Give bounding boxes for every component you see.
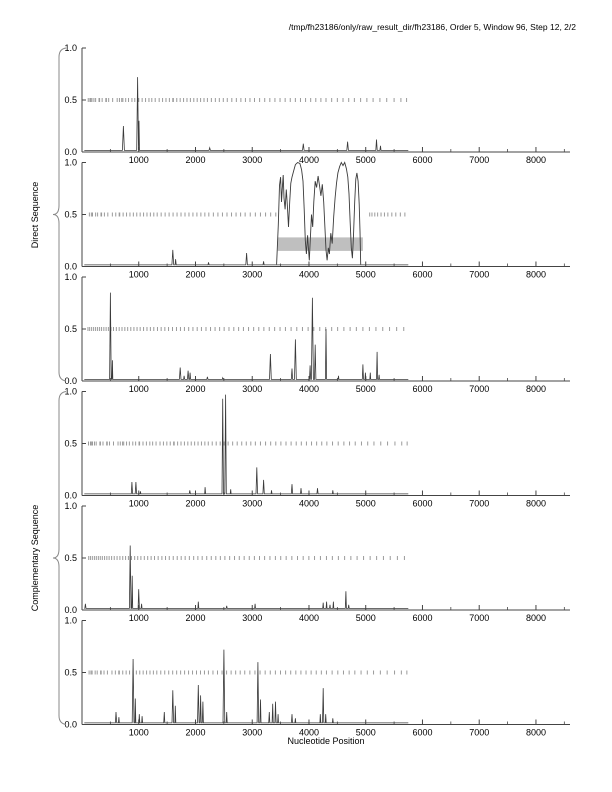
- x-tick-label: 6000: [412, 613, 432, 623]
- x-tick-label: 5000: [356, 270, 376, 280]
- x-tick-label: 2000: [185, 499, 205, 509]
- panel-direct-2: 0.0 0.5 1.0 1000 2000 3000 4000 5000 6000 7000 800…: [64, 158, 570, 280]
- x-tick-label: 6000: [412, 155, 432, 165]
- signal-spikes: [84, 545, 409, 609]
- panel-complementary-1: 0.0 0.5 1.0 1000 2000 3000 4000 5000 6000 7000 800…: [64, 387, 570, 509]
- x-tick-label: 8000: [526, 613, 546, 623]
- x-tick-label: 5000: [356, 728, 376, 738]
- group-label-direct-sequence: Direct Sequence: [30, 181, 40, 248]
- y-tick-label: 1.0: [64, 387, 77, 397]
- direct-sequence-brace: [52, 47, 67, 382]
- panel-direct-1: 0.0 0.5 1.0 1000 2000 3000 4000 5000 6000 7000 800…: [64, 43, 570, 165]
- x-tick-label: 5000: [356, 155, 376, 165]
- complementary-sequence-brace: [52, 391, 67, 725]
- group-label-complementary-sequence: Complementary Sequence: [30, 504, 40, 612]
- highlight-band: [277, 237, 363, 251]
- x-tick-label: 6000: [412, 270, 432, 280]
- midline-marks: [88, 670, 408, 675]
- y-tick-label: 1.0: [64, 158, 77, 168]
- midline-marks: [88, 441, 408, 446]
- x-tick-label: 7000: [469, 613, 489, 623]
- y-tick-label: 0.0: [64, 147, 77, 157]
- x-tick-label: 2000: [185, 613, 205, 623]
- x-tick-label: 3000: [242, 155, 262, 165]
- x-tick-label: 6000: [412, 728, 432, 738]
- x-tick-label: 8000: [526, 499, 546, 509]
- panel-direct-3: 0.0 0.5 1.0 1000 2000 3000 4000 5000 6000 7000 800…: [64, 272, 570, 394]
- signal-curve: [276, 161, 362, 265]
- x-tick-label: 2000: [185, 155, 205, 165]
- signal-spikes: [84, 649, 409, 724]
- page-title: /tmp/fh23186/only/raw_result_dir/fh23186…: [288, 22, 576, 32]
- y-tick-label: 0.0: [64, 376, 77, 386]
- y-tick-label: 0.5: [64, 668, 77, 678]
- panel-complementary-3: 0.0 0.5 1.0 1000 2000 3000 4000 5000 6000 7000 800…: [64, 616, 570, 738]
- signal-spikes: [84, 292, 409, 380]
- x-tick-label: 1000: [129, 613, 149, 623]
- x-tick-label: 1000: [129, 499, 149, 509]
- x-axis-title: Nucleotide Position: [287, 736, 365, 746]
- midline-marks: [88, 556, 405, 560]
- x-tick-label: 6000: [412, 384, 432, 394]
- x-tick-label: 2000: [185, 270, 205, 280]
- y-tick-label: 0.0: [64, 491, 77, 501]
- x-tick-label: 6000: [412, 499, 432, 509]
- x-tick-label: 4000: [299, 384, 319, 394]
- y-tick-label: 1.0: [64, 616, 77, 626]
- x-tick-label: 4000: [299, 728, 319, 738]
- y-tick-label: 0.5: [64, 553, 77, 563]
- x-tick-label: 7000: [469, 155, 489, 165]
- x-tick-label: 4000: [299, 613, 319, 623]
- y-tick-label: 0.5: [64, 95, 77, 105]
- x-tick-label: 3000: [242, 270, 262, 280]
- y-tick-label: 0.0: [64, 605, 77, 615]
- x-tick-label: 7000: [469, 728, 489, 738]
- x-tick-label: 5000: [356, 384, 376, 394]
- y-tick-label: 1.0: [64, 501, 77, 511]
- x-tick-label: 4000: [299, 499, 319, 509]
- x-tick-label: 8000: [526, 155, 546, 165]
- x-tick-label: 5000: [356, 613, 376, 623]
- y-tick-label: 0.0: [64, 720, 77, 730]
- x-tick-label: 1000: [129, 384, 149, 394]
- x-tick-label: 5000: [356, 499, 376, 509]
- x-tick-label: 2000: [185, 728, 205, 738]
- x-tick-label: 4000: [299, 270, 319, 280]
- x-tick-label: 1000: [129, 270, 149, 280]
- panel-complementary-2: 0.0 0.5 1.0 1000 2000 3000 4000 5000 6000 7000 800…: [64, 501, 570, 623]
- x-tick-label: 4000: [299, 155, 319, 165]
- x-tick-label: 3000: [242, 499, 262, 509]
- x-tick-label: 8000: [526, 270, 546, 280]
- x-tick-label: 1000: [129, 728, 149, 738]
- signal-spikes: [84, 249, 409, 266]
- x-tick-label: 2000: [185, 384, 205, 394]
- x-tick-label: 3000: [242, 728, 262, 738]
- x-tick-label: 8000: [526, 728, 546, 738]
- y-tick-label: 0.5: [64, 210, 77, 220]
- y-tick-label: 0.5: [64, 324, 77, 334]
- x-tick-label: 3000: [242, 613, 262, 623]
- y-tick-label: 1.0: [64, 272, 77, 282]
- x-tick-label: 7000: [469, 499, 489, 509]
- signal-spikes: [84, 394, 409, 495]
- midline-marks: [87, 98, 408, 102]
- x-tick-label: 8000: [526, 384, 546, 394]
- x-tick-label: 7000: [469, 270, 489, 280]
- x-tick-label: 1000: [129, 155, 149, 165]
- midline-marks: [88, 212, 406, 217]
- x-tick-label: 3000: [242, 384, 262, 394]
- midline-marks: [87, 327, 405, 331]
- y-tick-label: 1.0: [64, 43, 77, 53]
- x-tick-label: 7000: [469, 384, 489, 394]
- signal-spikes: [84, 77, 409, 151]
- y-tick-label: 0.0: [64, 262, 77, 272]
- y-tick-label: 0.5: [64, 439, 77, 449]
